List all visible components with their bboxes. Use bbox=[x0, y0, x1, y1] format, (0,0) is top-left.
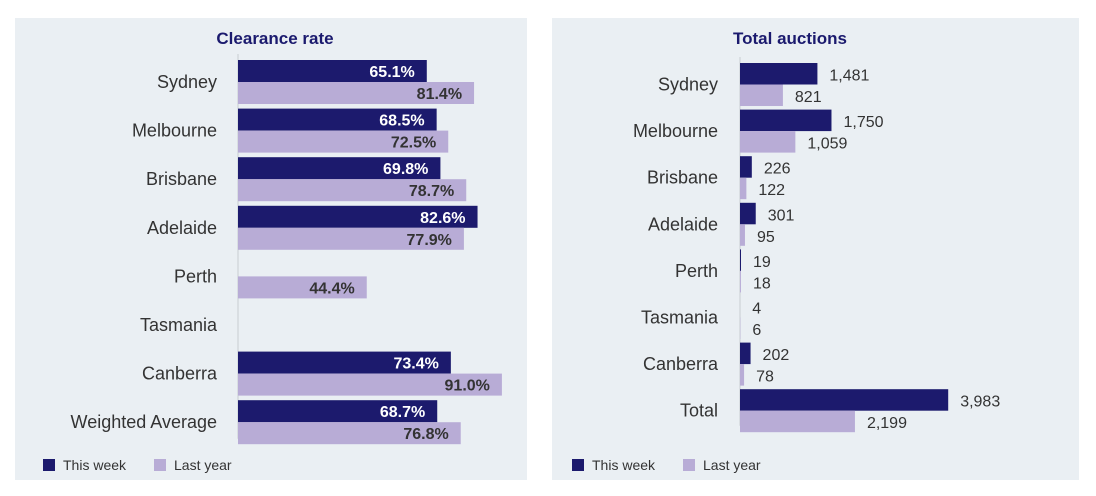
data-label-last-year-adelaide: 77.9% bbox=[407, 232, 452, 249]
legend-label-last-year: Last year bbox=[703, 457, 761, 473]
bar-last-year-adelaide bbox=[740, 224, 745, 246]
clearance-rate-chart: Clearance rate Sydney 65.1%81.4% Melbourne… bbox=[43, 29, 502, 473]
bar-last-year-adelaide bbox=[238, 227, 464, 250]
category-label-weighted-average: Weighted Average bbox=[71, 412, 217, 432]
bar-last-year-perth bbox=[740, 270, 741, 293]
bar-this-week-sydney bbox=[740, 63, 818, 85]
bar-this-week-canberra bbox=[238, 351, 451, 374]
clearance-rate-bars: Sydney 65.1%81.4% Melbourne 68.5% 72.5% Brisb… bbox=[71, 54, 502, 445]
data-label-last-year-melbourne: 1,059 bbox=[807, 136, 847, 153]
bar-last-year-sydney bbox=[238, 82, 475, 104]
data-label-last-year-brisbane: 78.7% bbox=[409, 183, 454, 200]
data-label-this-week-tasmania: 4 bbox=[752, 301, 761, 318]
data-label-last-year-canberra: 78 bbox=[756, 369, 774, 386]
category-label-tasmania: Tasmania bbox=[641, 308, 719, 328]
data-label-this-week-adelaide: 82.6% bbox=[420, 210, 465, 227]
total-auctions-panel: Total auctions Sydney 1,481 821 Melbourne 1,… bbox=[552, 18, 1079, 480]
legend: This week Last year bbox=[43, 457, 232, 473]
category-label-adelaide: Adelaide bbox=[147, 218, 217, 238]
bar-last-year-perth bbox=[238, 276, 367, 299]
data-label-this-week-canberra: 73.4% bbox=[393, 356, 438, 373]
bar-this-week-canberra bbox=[740, 342, 751, 365]
category-label-melbourne: Melbourne bbox=[633, 121, 718, 141]
data-label-this-week-brisbane: 226 bbox=[764, 161, 791, 178]
data-label-this-week-total: 3,983 bbox=[960, 394, 1000, 411]
legend-swatch-last-year bbox=[154, 459, 166, 471]
data-label-last-year-melbourne: 72.5% bbox=[391, 135, 436, 152]
data-label-last-year-perth: 44.4% bbox=[309, 280, 354, 297]
chart-title: Clearance rate bbox=[216, 29, 333, 48]
bar-last-year-canberra bbox=[740, 364, 745, 386]
category-label-melbourne: Melbourne bbox=[132, 121, 217, 141]
data-label-this-week-melbourne: 68.5% bbox=[379, 113, 424, 130]
bar-last-year-brisbane bbox=[740, 177, 747, 200]
bar-this-week-total bbox=[740, 389, 949, 411]
data-label-last-year-perth: 18 bbox=[753, 275, 771, 292]
legend-swatch-this-week bbox=[572, 459, 584, 471]
category-label-brisbane: Brisbane bbox=[647, 168, 718, 188]
legend-label-this-week: This week bbox=[63, 457, 127, 473]
category-label-perth: Perth bbox=[174, 266, 217, 286]
bar-this-week-weighted-average bbox=[238, 400, 438, 423]
data-label-this-week-canberra: 202 bbox=[763, 347, 790, 364]
bar-this-week-melbourne bbox=[238, 108, 437, 131]
category-label-perth: Perth bbox=[675, 261, 718, 281]
data-label-last-year-total: 2,199 bbox=[867, 415, 907, 432]
clearance-rate-panel: Clearance rate Sydney 65.1% 81.4% Melbourne… bbox=[15, 18, 527, 480]
total-auctions-bars: Sydney 1,481 821 Melbourne 1,750 1,059 Brisban… bbox=[633, 57, 1000, 433]
data-label-last-year-canberra: 91.0% bbox=[445, 378, 490, 395]
bar-this-week-sydney bbox=[238, 60, 427, 82]
category-label-adelaide: Adelaide bbox=[648, 214, 718, 234]
category-label-canberra: Canberra bbox=[142, 364, 218, 384]
data-label-last-year-sydney: 81.4% bbox=[417, 86, 462, 103]
category-label-sydney: Sydney bbox=[658, 75, 718, 95]
bar-this-week-brisbane bbox=[238, 157, 441, 180]
bar-last-year-sydney bbox=[740, 84, 783, 106]
bar-last-year-brisbane bbox=[238, 179, 467, 202]
category-label-total: Total bbox=[680, 401, 718, 421]
total-auctions-chart: Total auctions Sydney 1,481 821 Melbourne 1,… bbox=[572, 29, 1000, 473]
bar-last-year-total bbox=[740, 410, 855, 433]
data-label-last-year-brisbane: 122 bbox=[758, 182, 785, 199]
bar-this-week-brisbane bbox=[740, 156, 752, 178]
data-label-this-week-melbourne: 1,750 bbox=[843, 114, 883, 131]
data-label-last-year-weighted-average: 76.8% bbox=[403, 426, 448, 443]
bar-last-year-melbourne bbox=[238, 130, 449, 153]
bar-this-week-perth bbox=[740, 249, 741, 271]
bar-last-year-weighted-average bbox=[238, 422, 461, 445]
category-label-tasmania: Tasmania bbox=[140, 315, 218, 335]
bar-this-week-adelaide bbox=[740, 202, 756, 225]
category-label-brisbane: Brisbane bbox=[146, 169, 217, 189]
legend-label-this-week: This week bbox=[592, 457, 656, 473]
data-label-this-week-adelaide: 301 bbox=[768, 207, 795, 224]
data-label-this-week-brisbane: 69.8% bbox=[383, 161, 428, 178]
data-label-last-year-adelaide: 95 bbox=[757, 229, 775, 246]
bar-last-year-melbourne bbox=[740, 131, 796, 153]
data-label-this-week-sydney: 65.1% bbox=[369, 64, 414, 81]
data-label-this-week-perth: 19 bbox=[753, 254, 771, 271]
category-label-canberra: Canberra bbox=[643, 354, 719, 374]
bar-last-year-canberra bbox=[238, 373, 502, 396]
data-label-last-year-tasmania: 6 bbox=[752, 322, 761, 339]
legend: This week Last year bbox=[572, 457, 761, 473]
legend-label-last-year: Last year bbox=[174, 457, 232, 473]
bar-this-week-melbourne bbox=[740, 109, 832, 132]
legend-swatch-this-week bbox=[43, 459, 55, 471]
data-label-this-week-sydney: 1,481 bbox=[829, 68, 869, 85]
bar-this-week-adelaide bbox=[238, 205, 478, 228]
legend-swatch-last-year bbox=[683, 459, 695, 471]
data-label-this-week-weighted-average: 68.7% bbox=[380, 404, 425, 421]
data-label-last-year-sydney: 821 bbox=[795, 89, 822, 106]
chart-title: Total auctions bbox=[733, 29, 847, 48]
category-label-sydney: Sydney bbox=[157, 72, 217, 92]
